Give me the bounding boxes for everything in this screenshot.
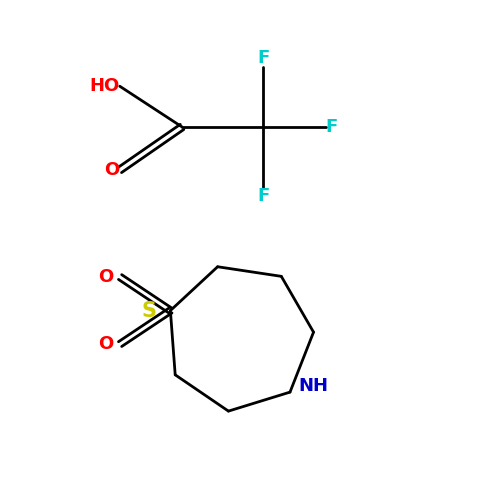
Text: O: O	[98, 335, 113, 353]
Text: F: F	[257, 187, 270, 205]
Text: NH: NH	[298, 377, 329, 395]
Text: S: S	[141, 300, 156, 320]
Text: F: F	[257, 49, 270, 67]
Text: HO: HO	[90, 77, 120, 95]
Text: O: O	[104, 161, 120, 179]
Text: F: F	[326, 118, 338, 136]
Text: O: O	[98, 268, 113, 286]
